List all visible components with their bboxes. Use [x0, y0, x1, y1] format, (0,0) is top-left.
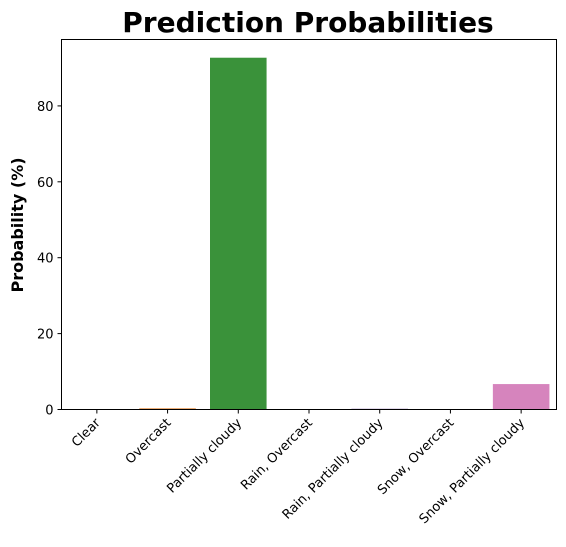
x-tick-label: Partially cloudy — [164, 416, 245, 497]
bar-6 — [492, 384, 550, 410]
y-axis: 0 20 40 60 80 — [37, 100, 62, 419]
x-tick-label: Snow, Overcast — [375, 416, 457, 498]
plot-frame — [61, 39, 557, 410]
y-tick-label: 0 — [45, 404, 53, 419]
x-tick-label: Clear — [69, 415, 104, 450]
y-axis-label: Probability (%) — [8, 157, 27, 292]
bar-1 — [139, 408, 196, 410]
chart-title: Prediction Probabilities — [122, 6, 493, 39]
y-tick-label: 80 — [37, 100, 54, 115]
y-tick-label: 40 — [37, 252, 54, 267]
bars-group — [68, 57, 550, 410]
x-tick-label: Overcast — [123, 416, 175, 468]
x-tick-label: Rain, Overcast — [238, 416, 316, 494]
bar-2 — [210, 57, 267, 410]
y-tick-label: 60 — [37, 176, 54, 191]
y-tick-label: 20 — [37, 328, 54, 343]
